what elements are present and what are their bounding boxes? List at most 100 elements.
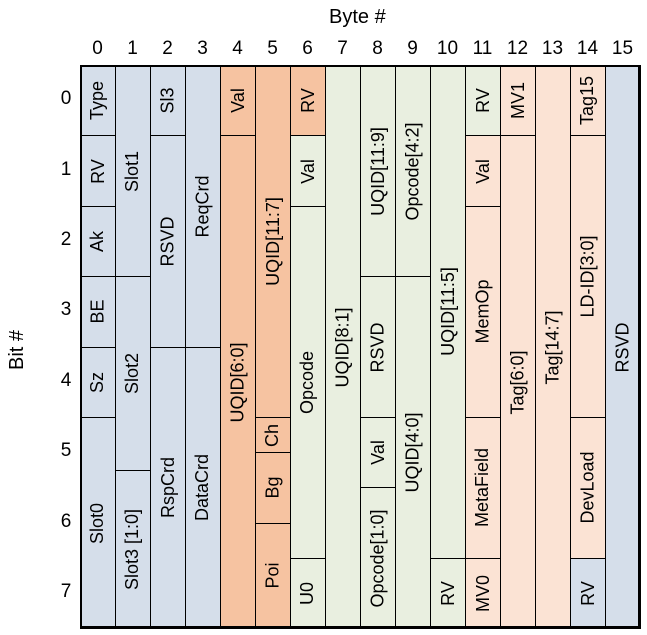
field-label: BE (87, 299, 108, 324)
byte-number: 10 (436, 38, 459, 59)
field-cell: RV (570, 557, 606, 630)
field-label: Ak (87, 230, 108, 252)
field-label: Sl3 (157, 87, 178, 114)
field-label: Ch (262, 423, 283, 447)
field-cell: RV (290, 65, 326, 137)
bit-axis-title-text: Bit # (6, 329, 28, 370)
field-cell: Ak (80, 205, 116, 278)
field-cell: UQID[8:1] (325, 65, 361, 630)
bit-number: 3 (60, 299, 72, 321)
field-cell: Bg (255, 452, 291, 524)
field-cell: Opcode[4:2] (395, 65, 431, 278)
field-label: RspCrd (157, 457, 178, 519)
bit-number: 0 (60, 88, 72, 110)
bit-number: 5 (60, 440, 72, 462)
field-label: RV (472, 88, 493, 114)
field-cell: UQID[11:5] (430, 65, 466, 559)
field-cell: LD-ID[3:0] (570, 135, 606, 418)
field-cell: Slot3 [1:0] (115, 469, 151, 630)
field-cell: ReqCrd (185, 65, 221, 348)
byte-number: 13 (541, 38, 564, 59)
byte-number: 11 (472, 38, 493, 59)
field-label: RV (297, 88, 318, 114)
field-label: UQID[11:9] (367, 126, 388, 216)
field-label: Slot0 (87, 502, 108, 544)
bit-number: 7 (60, 581, 72, 602)
field-cell: DataCrd (185, 346, 221, 630)
field-label: Tag[14:7] (542, 310, 563, 385)
bit-number: 2 (60, 229, 72, 250)
field-cell: RSVD (360, 276, 396, 418)
field-label: RSVD (367, 322, 388, 373)
field-label: UQID[11:5] (437, 267, 458, 357)
byte-number: 3 (197, 38, 208, 59)
field-cell: UQID[11:7] (255, 65, 291, 418)
byte-number: 2 (162, 38, 173, 59)
field-label: UQID[6:0] (227, 342, 248, 423)
field-label: RSVD (157, 216, 178, 267)
field-cell: Slot2 (115, 276, 151, 471)
field-cell: RV (465, 65, 501, 137)
field-cell: Sl3 (150, 65, 186, 137)
field-label: Slot3 [1:0] (122, 508, 143, 591)
field-cell: MemOp (465, 205, 501, 418)
byte-number: 14 (576, 38, 599, 59)
field-label: Slot2 (122, 352, 143, 394)
field-label: UQID[11:7] (262, 197, 283, 286)
field-cell: Type (80, 65, 116, 137)
field-label: MemOp (472, 279, 493, 344)
field-cell: Tag[14:7] (535, 65, 571, 630)
byte-number: 15 (611, 38, 634, 59)
field-label: Val (367, 440, 388, 466)
byte-number: 0 (92, 38, 103, 59)
field-label: U0 (297, 581, 318, 605)
field-cell: MetaField (465, 417, 501, 559)
field-cell: Val (465, 135, 501, 207)
byte-number: 7 (337, 38, 348, 59)
field-cell: Sz (80, 346, 116, 418)
field-label: MV0 (472, 574, 493, 612)
field-label: MetaField (472, 448, 493, 528)
field-label: Tag15 (577, 76, 598, 126)
field-label: Val (227, 88, 248, 114)
field-cell: Val (290, 135, 326, 207)
field-label: UQID[8:1] (332, 307, 353, 388)
byte-number: 4 (232, 38, 243, 59)
field-cell: MV0 (465, 557, 501, 630)
bit-number: 6 (60, 510, 72, 532)
field-label: Opcode[4:2] (402, 122, 423, 221)
field-cell: UQID[4:0] (395, 276, 431, 630)
byte-number: 5 (267, 38, 278, 59)
field-cell: MV1 (500, 65, 536, 137)
field-cell: RSVD (605, 65, 641, 630)
field-cell: Val (360, 417, 396, 489)
byte-number: 1 (127, 38, 138, 59)
field-cell: RspCrd (150, 346, 186, 630)
field-cell: BE (80, 276, 116, 348)
field-label: UQID[4:0] (402, 412, 423, 493)
field-cell: DevLoad (570, 417, 606, 559)
field-label: Type (87, 81, 108, 121)
field-label: Bg (262, 476, 283, 499)
field-label: Slot1 (122, 150, 143, 192)
field-cell: Ch (255, 417, 291, 454)
field-label: RSVD (612, 322, 633, 373)
field-label: Val (472, 158, 493, 184)
field-label: MV1 (507, 82, 528, 120)
field-cell: Val (220, 65, 256, 137)
byte-number: 9 (407, 38, 418, 59)
field-label: Tag[6:0] (507, 350, 528, 415)
field-label: DataCrd (192, 454, 213, 522)
field-label: RV (87, 158, 108, 184)
field-cell: Slot0 (80, 417, 116, 630)
field-cell: UQID[11:9] (360, 65, 396, 278)
field-cell: RV (430, 557, 466, 630)
field-label: LD-ID[3:0] (577, 235, 598, 318)
field-label: RV (437, 581, 458, 606)
field-cell: Opcode (290, 205, 326, 559)
byte-axis-title: Byte # (329, 6, 386, 28)
field-cell: Opcode[1:0] (360, 487, 396, 630)
field-label: Poi (262, 562, 283, 589)
field-cell: Tag15 (570, 65, 606, 137)
byte-number: 8 (372, 38, 383, 59)
